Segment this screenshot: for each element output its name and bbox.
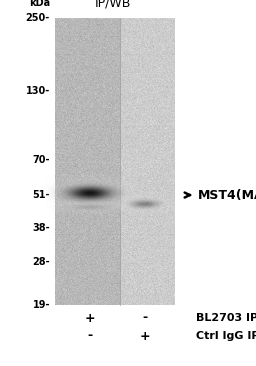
Text: 19-: 19-	[33, 300, 50, 310]
Text: Ctrl IgG IP: Ctrl IgG IP	[196, 331, 256, 341]
Text: 51-: 51-	[33, 190, 50, 200]
Text: 38-: 38-	[32, 223, 50, 233]
Text: 28-: 28-	[32, 257, 50, 267]
Text: kDa: kDa	[29, 0, 50, 8]
Text: 130-: 130-	[26, 86, 50, 96]
Text: -: -	[142, 311, 147, 325]
Text: -: -	[88, 329, 93, 343]
Text: +: +	[140, 329, 150, 343]
Text: IP/WB: IP/WB	[95, 0, 131, 10]
Text: +: +	[85, 311, 95, 325]
Text: 70-: 70-	[33, 155, 50, 165]
Text: BL2703 IP: BL2703 IP	[196, 313, 256, 323]
Text: MST4(MASK): MST4(MASK)	[185, 188, 256, 202]
Text: 250-: 250-	[26, 13, 50, 23]
